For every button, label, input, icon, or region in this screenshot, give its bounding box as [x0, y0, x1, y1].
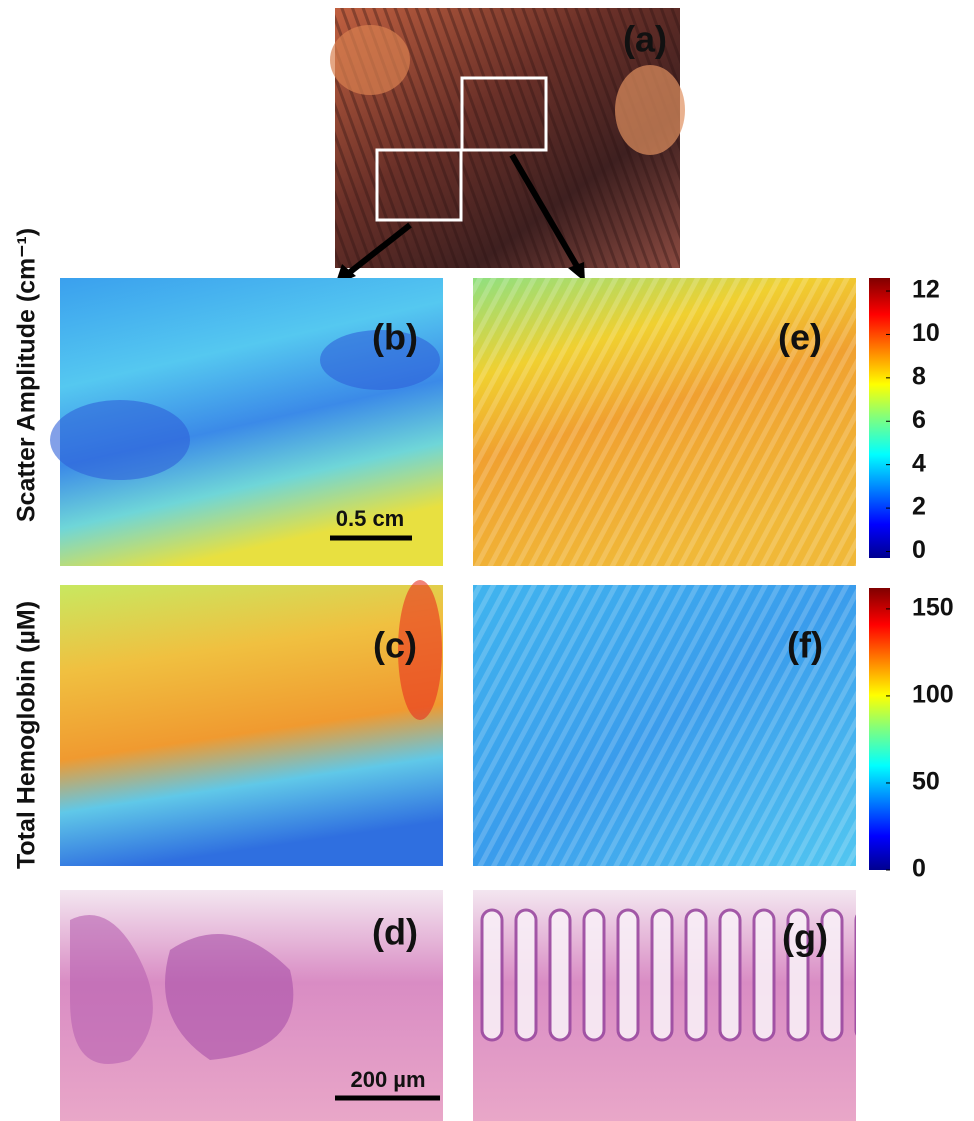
- panel-label: (g): [782, 917, 828, 958]
- panel-label: (b): [372, 317, 418, 358]
- map-c: (c): [60, 580, 443, 866]
- axis-label: Scatter Amplitude (cm⁻¹): [13, 228, 41, 522]
- figure: (a) (b) 0.5 cm (e) (c) (f) (d) 200 µm (g…: [0, 0, 974, 1121]
- histology-g: (g): [473, 890, 856, 1121]
- colorbar-tick-label: 6: [912, 406, 926, 434]
- colorbar-tick-label: 100: [912, 681, 954, 709]
- axis-label: Total Hemoglobin (µM): [13, 601, 41, 869]
- panel-label: (d): [372, 912, 418, 953]
- colorbar-tick-label: 10: [912, 319, 940, 347]
- photo-panel: (a): [330, 8, 685, 285]
- map-e: (e): [473, 278, 856, 566]
- colorbar-tick-label: 4: [912, 449, 926, 477]
- colorbar-tick-label: 50: [912, 768, 940, 796]
- panel-label: (f): [787, 625, 823, 666]
- colorbar: [869, 278, 890, 558]
- colorbar-tick-label: 2: [912, 493, 926, 521]
- colorbar-tick-label: 150: [912, 593, 954, 621]
- colorbar-tick-label: 8: [912, 362, 926, 390]
- colorbar-tick-label: 0: [912, 536, 926, 564]
- colorbar: [869, 588, 890, 870]
- map-f: (f): [473, 585, 856, 866]
- scale-bar-label: 200 µm: [350, 1067, 425, 1092]
- map-b: (b) 0.5 cm: [50, 278, 443, 566]
- histology-d: (d) 200 µm: [60, 890, 443, 1121]
- panel-label: (e): [778, 317, 822, 358]
- colorbar-tick-label: 0: [912, 855, 926, 883]
- scale-bar-label: 0.5 cm: [336, 506, 405, 531]
- panel-label: (a): [623, 19, 667, 60]
- colorbar-tick-label: 12: [912, 276, 940, 304]
- panel-label: (c): [373, 625, 417, 666]
